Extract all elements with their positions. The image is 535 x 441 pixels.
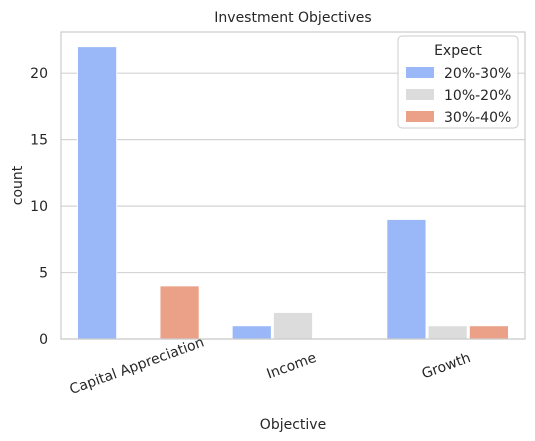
legend-label: 10%-20% bbox=[444, 88, 511, 104]
bar-0-0 bbox=[76, 46, 118, 340]
chart-title: Investment Objectives bbox=[214, 10, 371, 26]
legend-swatch bbox=[406, 67, 434, 78]
legend-title: Expect bbox=[434, 43, 482, 59]
y-tick-label: 20 bbox=[30, 66, 48, 82]
x-axis-label: Objective bbox=[260, 417, 326, 433]
y-tick-label: 5 bbox=[39, 266, 48, 282]
bar-1-1 bbox=[272, 311, 314, 340]
x-tick-label: Growth bbox=[420, 350, 473, 382]
x-tick-labels: Capital Appreciation Income Growth bbox=[68, 334, 473, 398]
legend-box bbox=[397, 35, 519, 129]
plot-frame bbox=[60, 31, 526, 340]
bar-2-0 bbox=[386, 218, 427, 340]
bar-2-2 bbox=[468, 325, 510, 340]
legend-swatch bbox=[406, 111, 434, 122]
legend-label: 30%-40% bbox=[444, 110, 511, 126]
legend: Expect 20%-30% 10%-20% 30%-40% bbox=[397, 35, 519, 129]
bar-2-1 bbox=[427, 325, 468, 340]
y-axis-label: count bbox=[10, 165, 26, 205]
y-tick-labels: 0 5 10 15 20 bbox=[30, 66, 48, 348]
bars-layer bbox=[76, 46, 510, 340]
x-tick-label: Income bbox=[265, 350, 319, 383]
y-tick-label: 15 bbox=[30, 133, 48, 149]
y-tick-label: 10 bbox=[30, 199, 48, 215]
y-tick-label: 0 bbox=[39, 332, 48, 348]
bar-1-0 bbox=[231, 325, 272, 340]
x-tick-label: Capital Appreciation bbox=[68, 334, 207, 398]
bar-0-2 bbox=[159, 285, 200, 340]
legend-items: 20%-30% 10%-20% 30%-40% bbox=[406, 66, 511, 126]
legend-label: 20%-30% bbox=[444, 66, 511, 82]
legend-swatch bbox=[406, 89, 434, 100]
